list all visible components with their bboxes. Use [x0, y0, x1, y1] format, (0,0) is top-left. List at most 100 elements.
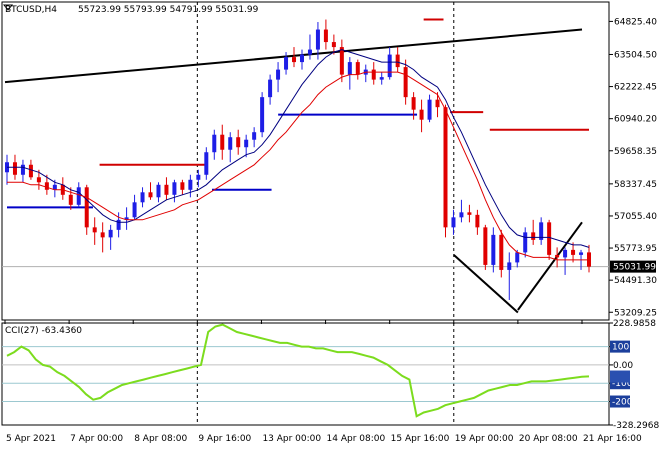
candle-body	[451, 217, 456, 228]
trendlines[interactable]	[4, 28, 583, 314]
candle-body	[116, 219, 121, 230]
candle-body	[339, 47, 344, 75]
cci-tick-label: 0.00	[613, 361, 633, 371]
candle	[435, 92, 440, 118]
candle	[443, 104, 448, 238]
cci-axis: 228.9858 100 0.00 -100 -200 -328.2968	[609, 319, 659, 431]
candle	[100, 222, 105, 253]
candle	[531, 219, 536, 245]
candle-body	[76, 187, 81, 205]
support-resistance-levels[interactable]	[7, 18, 589, 209]
candle	[419, 99, 424, 133]
time-tick-label: 21 Apr 16:00	[583, 434, 642, 444]
price-axis: 64825.40 63504.50 62222.45 60940.20 59658.35…	[609, 17, 657, 318]
time-tick-label: 15 Apr 16:00	[391, 434, 450, 444]
candle	[276, 62, 281, 93]
candle-body	[531, 232, 536, 240]
candle-body	[315, 29, 320, 50]
time-tick-label: 7 Apr 00:00	[70, 434, 123, 444]
price-tick-label: 63504.50	[614, 50, 657, 60]
candle	[268, 74, 273, 105]
main-plot-area[interactable]	[1, 1, 610, 321]
candle-body	[443, 107, 448, 228]
candle-body	[379, 77, 384, 80]
candle-body	[28, 164, 33, 178]
candle	[156, 182, 161, 203]
candle-body	[427, 99, 432, 120]
candle-body	[36, 177, 41, 183]
cci-label: CCI(27) -63.4360	[5, 326, 82, 336]
candle-body	[228, 137, 233, 150]
candle-body	[20, 164, 25, 175]
candle-body	[252, 132, 257, 140]
candle-body	[435, 99, 440, 108]
svg-text:55031.99: 55031.99	[613, 263, 656, 273]
price-tick-label: 59658.35	[614, 147, 657, 157]
candle-body	[547, 222, 552, 255]
candle	[475, 209, 480, 235]
candle	[547, 219, 552, 260]
candle-body	[347, 62, 352, 75]
candle	[92, 217, 97, 245]
time-axis: 5 Apr 2021 7 Apr 00:00 8 Apr 08:00 9 Apr 16…	[4, 320, 642, 444]
candle	[188, 174, 193, 198]
cci-level-lines	[2, 346, 609, 403]
candle-body	[44, 182, 49, 190]
candle-body	[523, 232, 528, 253]
candle	[427, 94, 432, 123]
candle-body	[148, 192, 153, 198]
candle-body	[12, 162, 17, 175]
candle-body	[323, 29, 328, 43]
candle	[323, 19, 328, 50]
candle	[331, 34, 336, 55]
candle	[108, 224, 113, 250]
candle	[116, 212, 121, 238]
candle	[260, 92, 265, 138]
trendline	[453, 254, 519, 314]
candle	[228, 132, 233, 163]
candle	[523, 227, 528, 258]
candle	[172, 179, 177, 203]
candle	[220, 124, 225, 160]
time-tick-label: 14 Apr 08:00	[327, 434, 386, 444]
candle-body	[268, 79, 273, 98]
price-tick-label: 57055.40	[614, 212, 657, 222]
candle-body	[403, 67, 408, 98]
candle	[68, 187, 73, 210]
candle-body	[499, 234, 504, 270]
candle	[483, 224, 488, 270]
time-tick-label: 5 Apr 2021	[6, 434, 56, 444]
cci-tick-label: 100	[612, 343, 629, 353]
header-symbol: BTCUSD,H4	[5, 5, 57, 15]
candle	[204, 147, 209, 180]
candle-body	[292, 57, 297, 63]
candle-body	[579, 252, 584, 255]
candle-body	[140, 192, 145, 203]
candle-body	[164, 184, 169, 195]
cci-plot-area[interactable]	[1, 322, 610, 426]
candle	[180, 179, 185, 195]
candle	[355, 59, 360, 80]
candle	[339, 39, 344, 83]
candle-body	[371, 69, 376, 80]
candle	[315, 22, 320, 60]
time-tick-label: 9 Apr 16:00	[198, 434, 251, 444]
candle	[507, 252, 512, 300]
candle-body	[331, 42, 336, 48]
candle-body	[260, 97, 265, 133]
cci-tick-label: 228.9858	[613, 319, 656, 329]
candle-body	[108, 229, 113, 238]
candlestick-series[interactable]	[5, 19, 591, 300]
candle-body	[307, 49, 312, 55]
candle-body	[284, 57, 289, 70]
candle	[571, 242, 576, 263]
candle	[148, 182, 153, 200]
candle	[411, 92, 416, 120]
header-expand-icon[interactable]	[2, 4, 14, 11]
candle-body	[483, 227, 488, 265]
candle	[44, 174, 49, 195]
ma-fast-line	[7, 49, 590, 248]
candle-body	[52, 184, 57, 190]
candle	[379, 72, 384, 85]
